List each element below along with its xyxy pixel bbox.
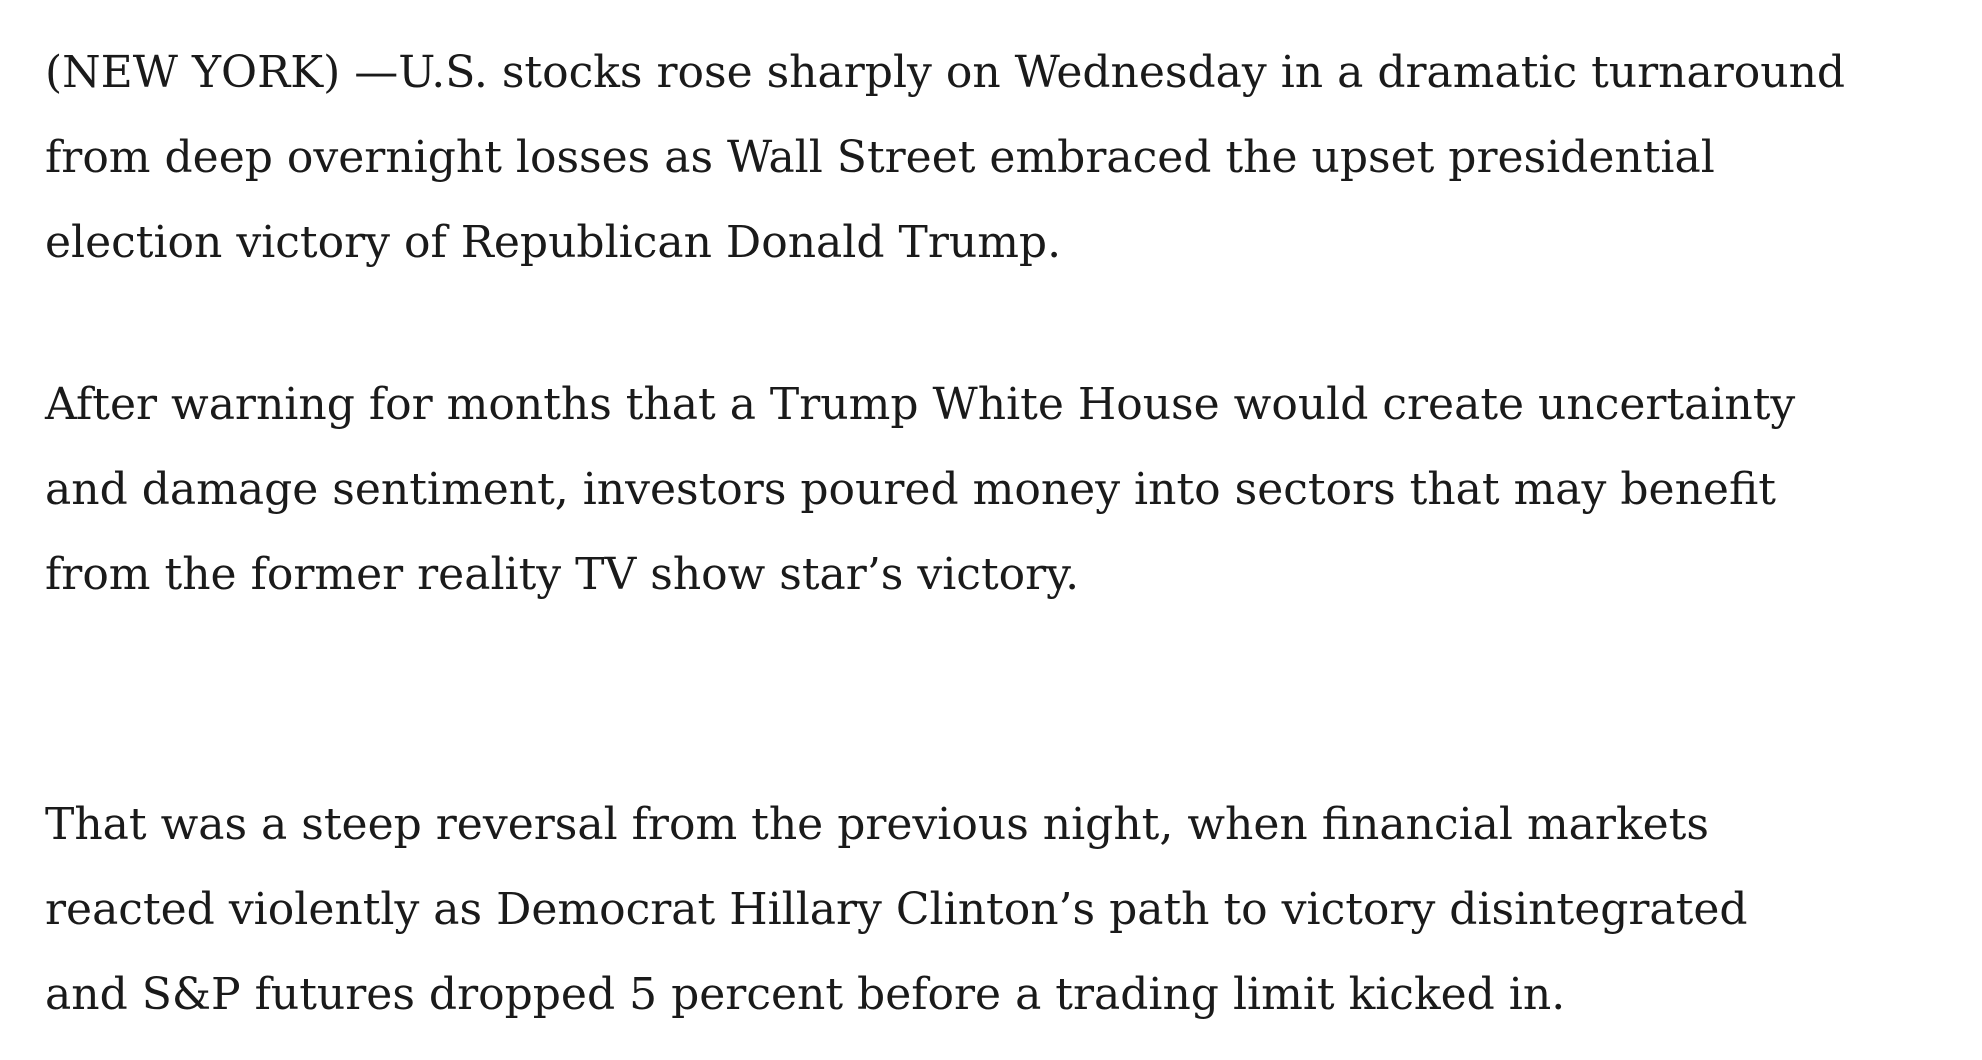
paragraph-line: and damage sentiment, investors poured m… (45, 464, 1776, 515)
paragraph-line: (NEW YORK) —U.S. stocks rose sharply on … (45, 47, 1846, 98)
paragraph-line: and S&P futures dropped 5 percent before… (45, 969, 1566, 1020)
paragraph-line: After warning for months that a Trump Wh… (45, 379, 1796, 430)
paragraph-line: from deep overnight losses as Wall Stree… (45, 132, 1715, 183)
paragraph-line: reacted violently as Democrat Hillary Cl… (45, 884, 1748, 935)
paragraph-line: election victory of Republican Donald Tr… (45, 217, 1062, 268)
paragraph-line: from the former reality TV show star’s v… (45, 549, 1080, 600)
article-paragraph-1: (NEW YORK) —U.S. stocks rose sharply on … (45, 30, 1845, 285)
article-paragraph-2: After warning for months that a Trump Wh… (45, 362, 1795, 617)
paragraph-line: That was a steep reversal from the previ… (45, 799, 1709, 850)
article-paragraph-3: That was a steep reversal from the previ… (45, 782, 1748, 1037)
